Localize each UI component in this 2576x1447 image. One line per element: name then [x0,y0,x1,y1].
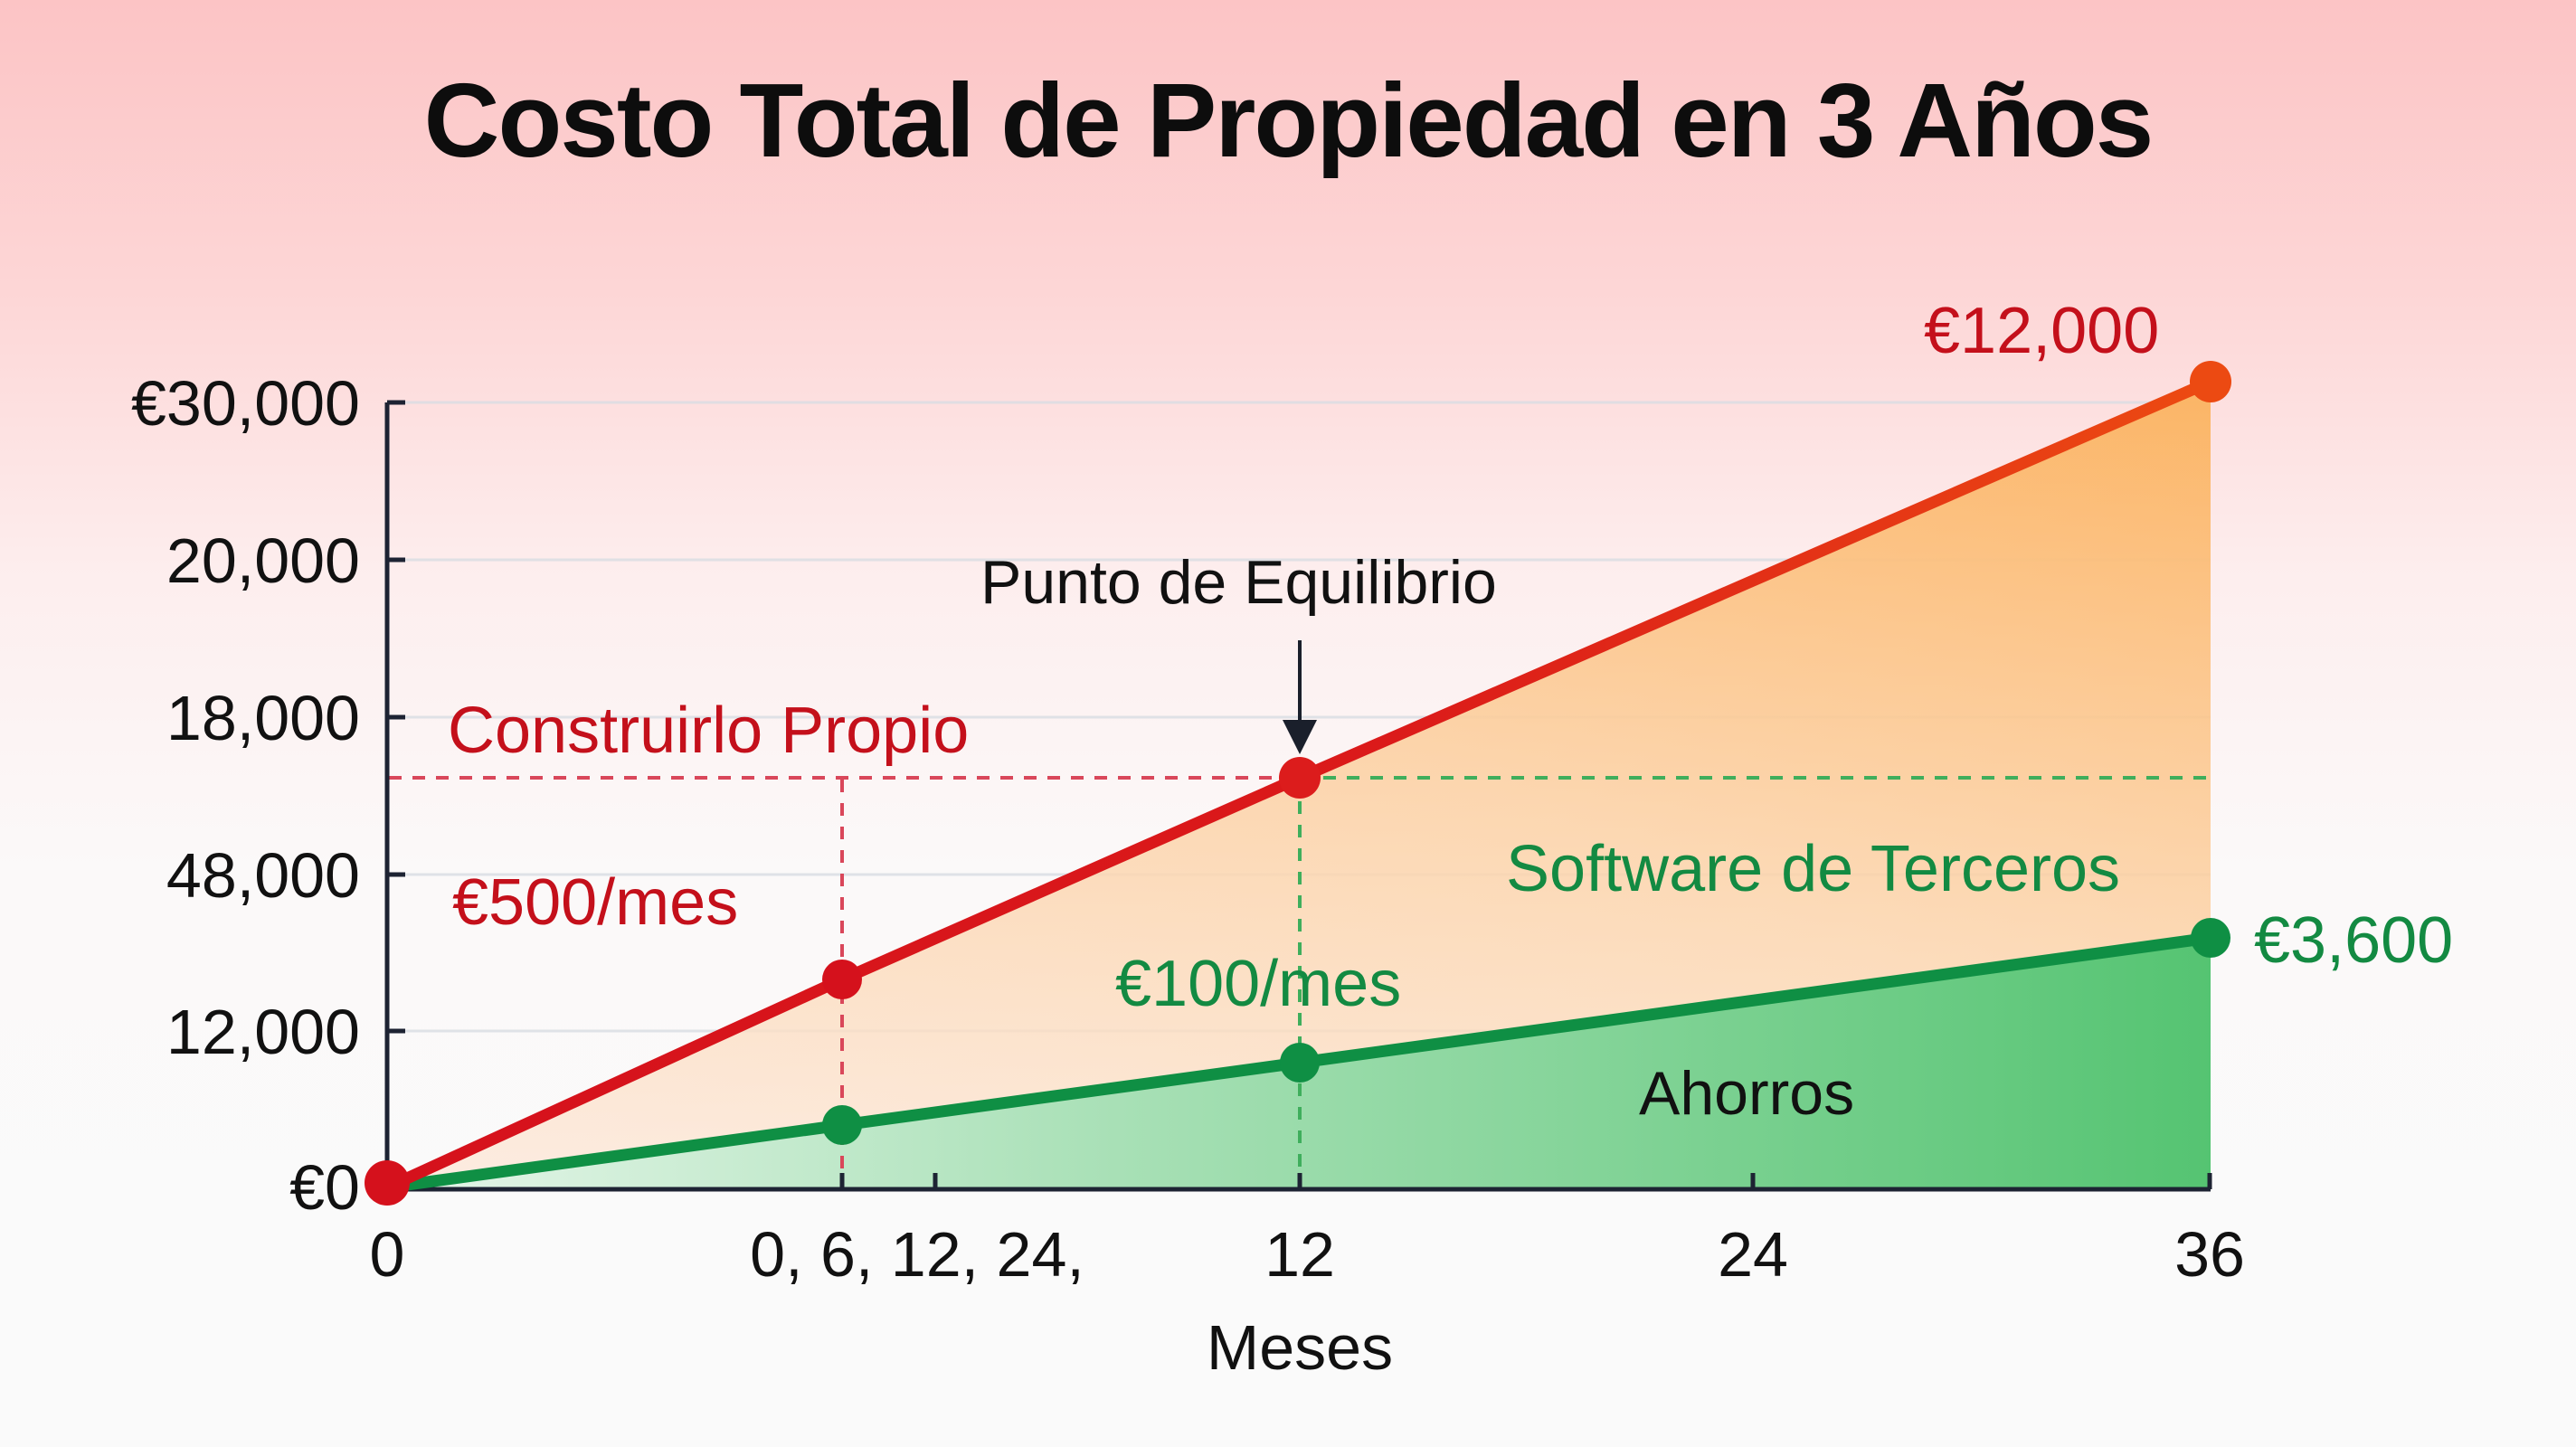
build-series-label: Construirlo Propio [448,695,970,767]
y-tick-label: €0 [289,1152,360,1223]
third-party-rate-label: €100/mes [1115,948,1402,1020]
savings-label: Ahorros [1639,1059,1855,1128]
build-points [365,361,2231,1206]
y-tick-label: 20,000 [166,525,360,596]
x-tick-label: 0, 6, 12, 24, [750,1219,1084,1290]
x-tick-label: 0 [369,1219,405,1290]
build-line [381,375,2217,1194]
break-even-label: Punto de Equilibrio [980,548,1497,617]
build-rate-label: €500/mes [452,866,739,939]
third-party-end-value: €3,600 [2254,904,2454,977]
arrow-down-icon [1283,640,1317,754]
third-party-points [822,918,2230,1145]
chart-title: Costo Total de Propiedad en 3 Años [423,61,2155,179]
x-tick-label: 36 [2174,1219,2245,1290]
third-party-line [381,932,2217,1194]
y-tick-label: 18,000 [166,683,360,753]
third-party-series-label: Software de Terceros [1506,833,2121,905]
y-tick-label: 48,000 [166,840,360,911]
x-axis-title: Meses [1206,1312,1394,1383]
x-tick-label: 24 [1718,1219,1788,1290]
build-end-value: €12,000 [1924,295,2160,367]
y-tick-label: €30,000 [130,368,360,439]
axes [384,400,2212,1192]
x-tick-label: 12 [1264,1219,1335,1290]
y-tick-label: 12,000 [166,997,360,1067]
